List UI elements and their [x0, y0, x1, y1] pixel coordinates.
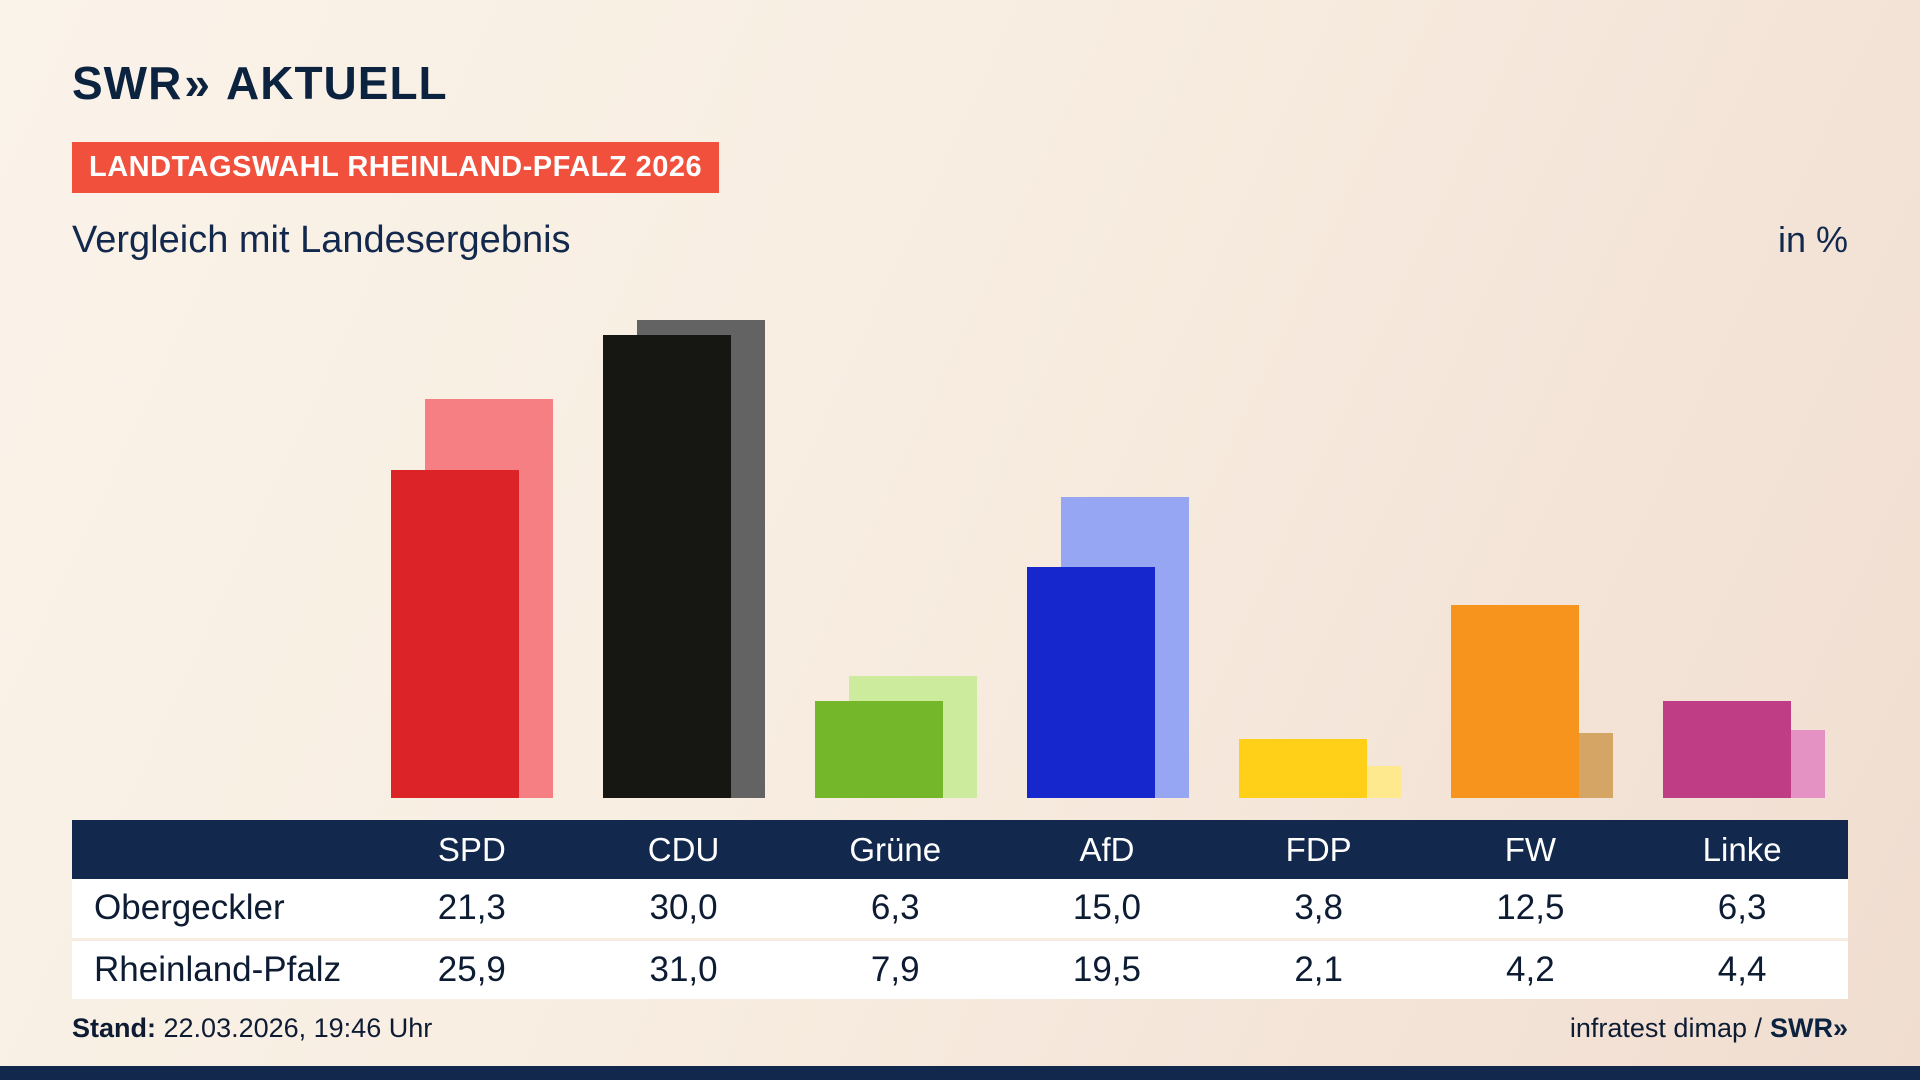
table-row-state: Rheinland-Pfalz 25,9 31,0 7,9 19,5 2,1 4…	[72, 937, 1848, 999]
value-cell: 30,0	[577, 879, 790, 939]
content-area: SWR» AKTUELL LANDTAGSWAHL RHEINLAND-PFAL…	[72, 56, 1848, 1044]
value-cell: 4,2	[1424, 937, 1637, 999]
election-badge: LANDTAGSWAHL RHEINLAND-PFALZ 2026	[72, 142, 720, 193]
col-header-afd: AfD	[1001, 820, 1213, 879]
col-header-linke: Linke	[1636, 820, 1848, 879]
col-header-fdp: FDP	[1212, 820, 1425, 879]
value-cell: 25,9	[366, 937, 578, 999]
results-table: SPD CDU Grüne AfD FDP FW Linke Obergeckl…	[72, 820, 1848, 999]
bar-local-result	[815, 700, 943, 798]
stand-timestamp: Stand: 22.03.2026, 19:46 Uhr	[72, 1013, 432, 1044]
bar-group-fw	[1426, 320, 1638, 798]
bar-local-result	[391, 469, 519, 798]
bar-local-result	[1451, 605, 1579, 798]
logo-brand: SWR	[72, 57, 183, 109]
source-credit: infratest dimap / SWR»	[1570, 1013, 1848, 1044]
bottom-navy-bar	[0, 1066, 1920, 1080]
unit-label: in %	[1777, 219, 1848, 260]
logo-product: AKTUELL	[226, 57, 448, 109]
value-cell: 12,5	[1424, 879, 1637, 939]
bar-group-linke	[1638, 320, 1850, 798]
value-cell: 2,1	[1212, 937, 1425, 999]
chevrons-icon: »	[184, 57, 210, 109]
empty-header-cell	[72, 820, 366, 879]
subtitle-row: Vergleich mit Landesergebnis in %	[72, 219, 1848, 262]
stand-value: 22.03.2026, 19:46 Uhr	[163, 1013, 433, 1043]
bar-local-result	[1239, 739, 1367, 798]
value-cell: 6,3	[1636, 879, 1848, 939]
value-cell: 15,0	[1001, 879, 1213, 939]
row-label: Rheinland-Pfalz	[72, 937, 366, 999]
value-cell: 19,5	[1001, 937, 1213, 999]
stand-label: Stand:	[72, 1013, 156, 1043]
bar-group-afd	[1002, 320, 1214, 798]
bar-local-result	[1663, 700, 1791, 798]
source-text: infratest dimap /	[1569, 1013, 1762, 1043]
value-cell: 31,0	[577, 937, 790, 999]
table-row-local: Obergeckler 21,3 30,0 6,3 15,0 3,8 12,5 …	[72, 879, 1848, 939]
value-cell: 21,3	[366, 879, 578, 939]
col-header-cdu: CDU	[577, 820, 790, 879]
col-header-fw: FW	[1424, 820, 1637, 879]
bar-group-fdp	[1214, 320, 1426, 798]
bar-local-result	[603, 335, 731, 798]
bar-chart	[72, 320, 1848, 798]
footer-row: Stand: 22.03.2026, 19:46 Uhr infratest d…	[72, 1013, 1848, 1044]
col-header-gruene: Grüne	[789, 820, 1002, 879]
swr-aktuell-logo: SWR» AKTUELL	[72, 56, 1848, 110]
bar-group-spd	[366, 320, 578, 798]
source-brand-logo: SWR»	[1769, 1013, 1848, 1043]
bar-local-result	[1027, 566, 1155, 798]
bar-group-gruene	[790, 320, 1002, 798]
table-header-row: SPD CDU Grüne AfD FDP FW Linke	[72, 820, 1848, 879]
value-cell: 4,4	[1636, 937, 1848, 999]
bar-group-cdu	[578, 320, 790, 798]
value-cell: 6,3	[789, 879, 1002, 939]
row-label: Obergeckler	[72, 879, 366, 939]
chart-title: Vergleich mit Landesergebnis	[72, 219, 571, 261]
value-cell: 3,8	[1212, 879, 1425, 939]
col-header-spd: SPD	[366, 820, 578, 879]
value-cell: 7,9	[789, 937, 1002, 999]
